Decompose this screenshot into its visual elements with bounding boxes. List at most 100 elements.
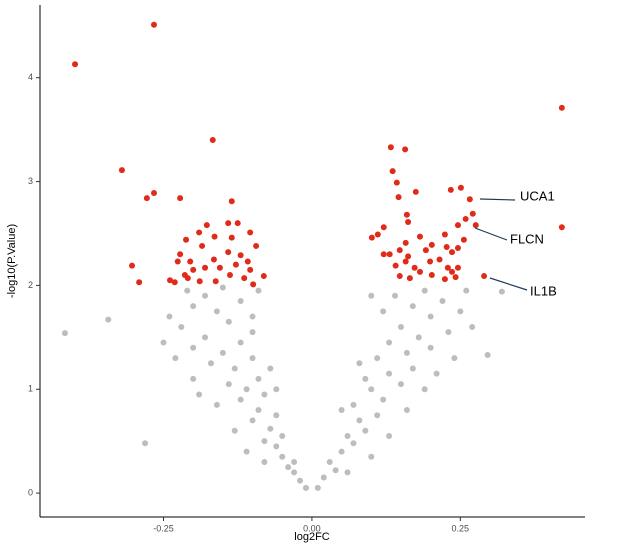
point [291, 469, 298, 476]
point [374, 412, 381, 419]
point [202, 264, 209, 271]
point [481, 273, 488, 280]
point [249, 329, 256, 336]
point [297, 477, 304, 484]
point [136, 279, 143, 286]
point [415, 334, 422, 341]
point [368, 386, 375, 393]
annotation: UCA1 [520, 188, 555, 203]
point [249, 313, 256, 320]
point [190, 303, 197, 310]
point [412, 188, 419, 195]
point [225, 381, 232, 388]
point [392, 292, 399, 299]
point [421, 386, 428, 393]
point [484, 351, 491, 358]
point [129, 262, 136, 269]
point [212, 278, 219, 285]
x-tick-label: -0.25 [153, 523, 174, 533]
point [395, 194, 402, 201]
point [231, 365, 238, 372]
y-tick-label: 1 [28, 384, 33, 394]
point [228, 234, 235, 241]
x-tick-label: 0.00 [303, 523, 321, 533]
point [160, 339, 167, 346]
point [61, 330, 68, 337]
point [445, 329, 452, 336]
point [166, 313, 173, 320]
point [454, 222, 461, 229]
point [498, 288, 505, 295]
annotation-leader [474, 227, 508, 241]
y-tick-label: 3 [28, 176, 33, 186]
point [403, 211, 410, 218]
point [469, 210, 476, 217]
point [273, 386, 280, 393]
point [472, 222, 479, 229]
point [441, 231, 448, 238]
point [150, 21, 157, 28]
point [237, 396, 244, 403]
point [219, 284, 226, 291]
point [362, 375, 369, 382]
point [196, 229, 203, 236]
point [416, 233, 423, 240]
point [386, 339, 393, 346]
point [249, 417, 256, 424]
point [231, 427, 238, 434]
point [174, 258, 181, 265]
point [228, 198, 235, 205]
point [402, 239, 409, 246]
point [177, 195, 184, 202]
point [409, 303, 416, 310]
point [362, 427, 369, 434]
point [462, 215, 469, 222]
point [211, 233, 218, 240]
point [416, 268, 423, 275]
point [260, 273, 267, 280]
point [393, 179, 400, 186]
point [190, 344, 197, 351]
point [380, 224, 387, 231]
point [447, 186, 454, 193]
point [457, 184, 464, 191]
point [261, 438, 268, 445]
point [247, 266, 254, 273]
point [187, 258, 194, 265]
point [244, 258, 251, 265]
point [178, 323, 185, 330]
point [243, 448, 250, 455]
point [226, 272, 233, 279]
point [202, 334, 209, 341]
point [250, 281, 257, 288]
point [285, 464, 292, 471]
point [387, 144, 394, 151]
point [338, 448, 345, 455]
point [177, 251, 184, 258]
point [428, 272, 435, 279]
point [167, 277, 174, 284]
y-tick-label: 2 [28, 280, 33, 290]
point [213, 308, 220, 315]
point [449, 268, 456, 275]
point [105, 316, 112, 323]
point [196, 278, 203, 285]
y-axis-title: -log10(P.Value) [6, 224, 18, 298]
point [457, 308, 464, 315]
point [279, 453, 286, 460]
point [403, 407, 410, 414]
point [196, 391, 203, 398]
point [150, 189, 157, 196]
point [261, 458, 268, 465]
point [427, 258, 434, 265]
point [184, 287, 191, 294]
point [237, 297, 244, 304]
point [374, 231, 381, 238]
point [396, 273, 403, 280]
point [344, 432, 351, 439]
point [421, 287, 428, 294]
point [261, 391, 268, 398]
point [374, 355, 381, 362]
point [344, 469, 351, 476]
point [302, 484, 309, 491]
